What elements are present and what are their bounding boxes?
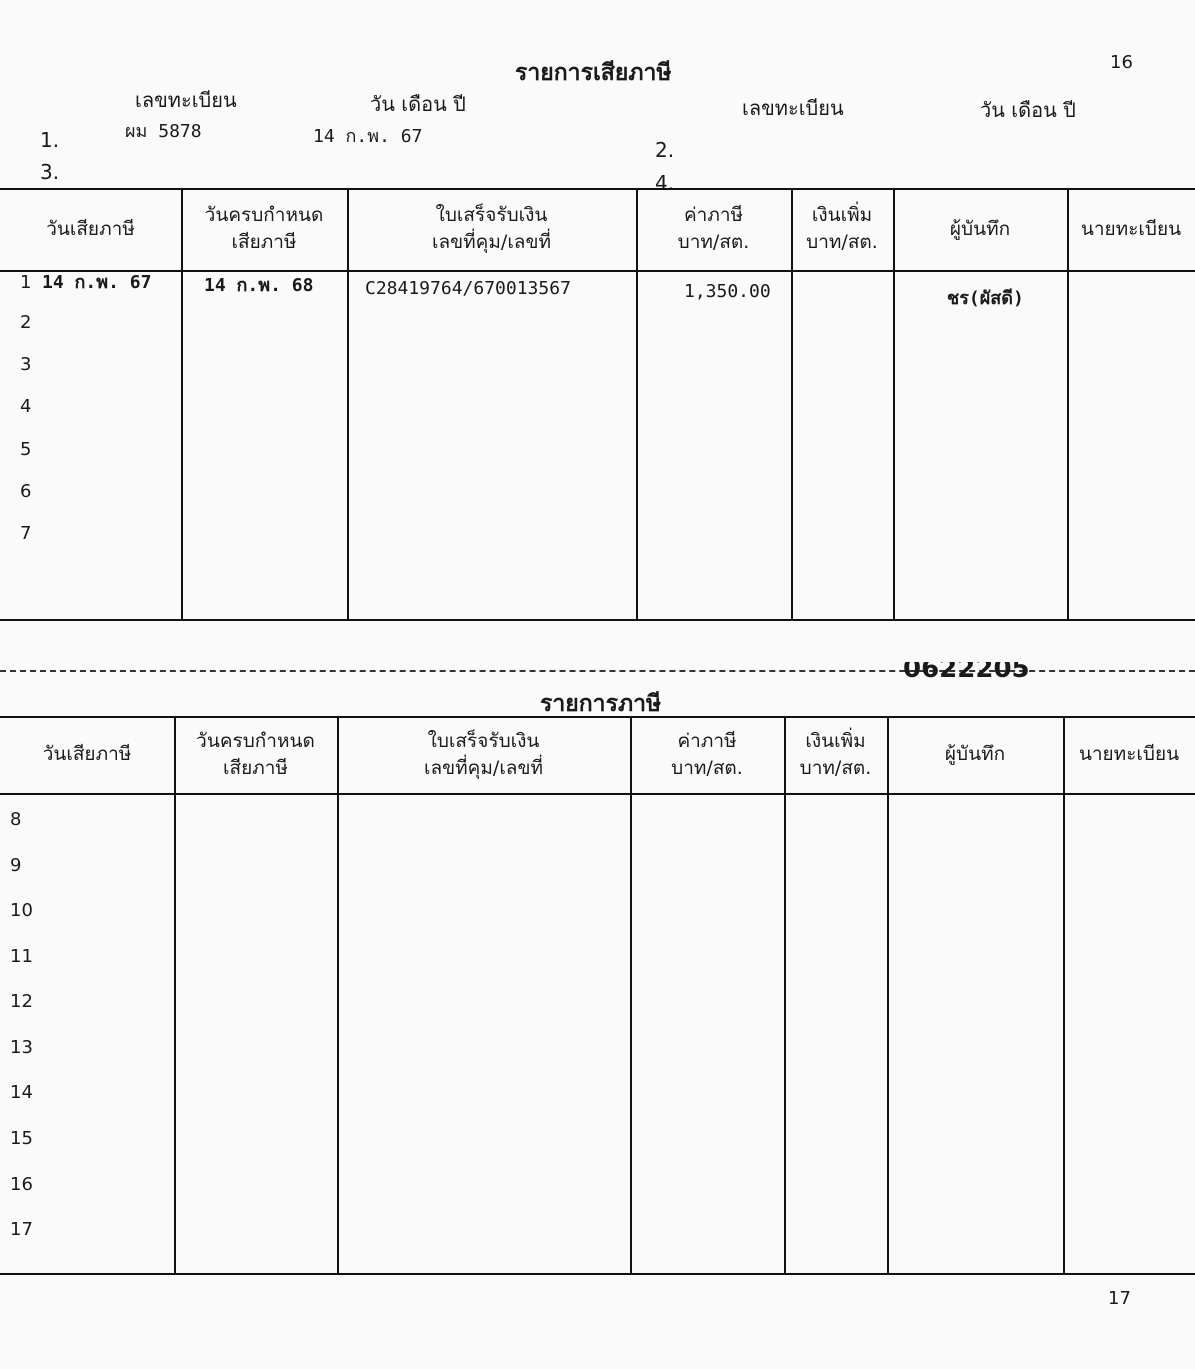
column-divider: [174, 716, 176, 1273]
table-top-border: [0, 716, 1195, 718]
row1-tax: 1,350.00: [684, 281, 771, 302]
row-number: 14: [10, 1082, 33, 1103]
page-number-top: 16: [1110, 52, 1133, 73]
row-number: 3: [20, 354, 32, 375]
row-number: 12: [10, 991, 33, 1012]
reg-label-right: เลขทะเบียน: [742, 96, 844, 120]
row-number: 6: [20, 481, 32, 502]
row-number: 9: [10, 855, 22, 876]
header-bottom-border: [0, 793, 1195, 795]
section1-title: รายการเสียภาษี: [515, 60, 672, 86]
row1-pay-date: 14 ก.พ. 67: [42, 272, 152, 293]
row-number: 1: [20, 272, 32, 293]
column-divider: [1063, 716, 1065, 1273]
row1-receipt: C28419764/670013567: [365, 278, 571, 299]
section2-title: รายการภาษี: [540, 691, 662, 717]
perforation-line: [0, 670, 1195, 673]
page-number-bottom: 17: [1108, 1288, 1131, 1309]
date-label-left: วัน เดือน ปี: [370, 92, 466, 116]
entry-1-number: 1.: [40, 128, 60, 152]
row-number: 17: [10, 1219, 33, 1240]
table-top-border: [0, 188, 1195, 190]
column-divider: [181, 188, 183, 619]
column-divider: [887, 716, 889, 1273]
row-number: 8: [10, 809, 22, 830]
row-number: 10: [10, 900, 33, 921]
column-header: ค่าภาษี บาท/สต.: [677, 204, 750, 253]
serial-number: 0622205: [903, 662, 1030, 684]
column-header: วันเสียภาษี: [46, 217, 135, 240]
row-number: 7: [20, 523, 32, 544]
table-bottom-border: [0, 1273, 1195, 1275]
column-divider: [893, 188, 895, 619]
header-bottom-border: [0, 270, 1195, 272]
column-header: วันเสียภาษี: [42, 743, 132, 765]
entry-1-date: 14 ก.พ. 67: [313, 126, 423, 147]
column-header: เงินเพิ่ม บาท/สต.: [806, 204, 878, 253]
column-header: นายทะเบียน: [1080, 217, 1182, 240]
column-divider: [347, 188, 349, 619]
row1-due-date: 14 ก.พ. 68: [204, 275, 314, 296]
row-number: 15: [10, 1128, 33, 1149]
column-header: ผู้บันทึก: [944, 743, 1006, 765]
row-number: 13: [10, 1037, 33, 1058]
column-header: ใบเสร็จรับเงิน เลขที่คุม/เลขที่: [424, 729, 543, 779]
reg-label-left: เลขทะเบียน: [135, 88, 237, 112]
column-header: วันครบกำหนด เสียภาษี: [196, 729, 315, 779]
column-divider: [630, 716, 632, 1273]
column-header: ใบเสร็จรับเงิน เลขที่คุม/เลขที่: [432, 204, 551, 253]
date-label-right: วัน เดือน ปี: [980, 98, 1076, 122]
column-header: วันครบกำหนด เสียภาษี: [204, 204, 324, 253]
column-divider: [791, 188, 793, 619]
entry-1-registration: ผม 5878: [125, 121, 202, 142]
table-bottom-border: [0, 619, 1195, 621]
row1-recorder: ชร(ผัสดี): [947, 288, 1024, 309]
column-divider: [1067, 188, 1069, 619]
row-number: 5: [20, 439, 32, 460]
entry-3-number: 3.: [40, 160, 60, 184]
entry-2-number: 2.: [655, 138, 675, 162]
column-header: ค่าภาษี บาท/สต.: [671, 729, 743, 779]
column-divider: [636, 188, 638, 619]
column-divider: [337, 716, 339, 1273]
column-divider: [784, 716, 786, 1273]
row-number: 11: [10, 946, 33, 967]
row-number: 2: [20, 312, 32, 333]
column-header: นายทะเบียน: [1078, 743, 1180, 765]
row-number: 4: [20, 396, 32, 417]
column-header: ผู้บันทึก: [949, 217, 1011, 240]
column-header: เงินเพิ่ม บาท/สต.: [799, 729, 872, 779]
row-number: 16: [10, 1174, 33, 1195]
